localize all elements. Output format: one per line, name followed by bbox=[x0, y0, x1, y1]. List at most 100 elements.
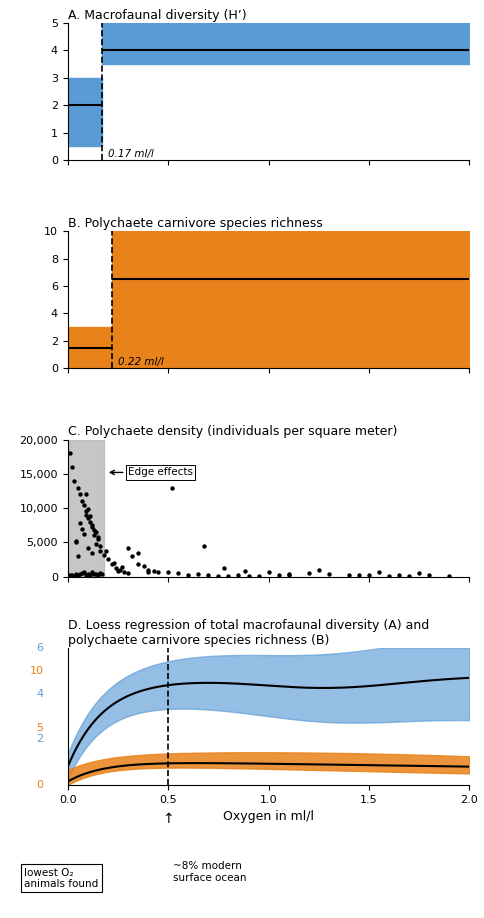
Point bbox=[92, 566, 100, 581]
Point bbox=[375, 565, 383, 580]
Point bbox=[86, 514, 94, 529]
Text: D. Loess regression of total macrofaunal diversity (A) and
polychaete carnivore : D. Loess regression of total macrofaunal… bbox=[68, 619, 429, 646]
Point bbox=[255, 568, 262, 583]
Text: 0.17 ml/l: 0.17 ml/l bbox=[108, 149, 154, 159]
Point bbox=[275, 567, 283, 582]
Point bbox=[74, 480, 82, 495]
Point bbox=[285, 566, 292, 581]
Point bbox=[92, 536, 100, 551]
Point bbox=[88, 518, 96, 532]
Point bbox=[134, 557, 142, 572]
Text: 4: 4 bbox=[36, 688, 44, 699]
Point bbox=[345, 568, 353, 583]
Point bbox=[82, 504, 90, 519]
Point bbox=[82, 568, 90, 583]
X-axis label: Oxygen in ml/l: Oxygen in ml/l bbox=[223, 811, 314, 823]
Text: 0: 0 bbox=[37, 780, 44, 789]
Point bbox=[90, 566, 98, 581]
Point bbox=[112, 561, 120, 576]
Point bbox=[415, 565, 423, 580]
Point bbox=[128, 549, 136, 564]
Point bbox=[94, 530, 102, 544]
Point bbox=[94, 567, 102, 582]
Point bbox=[70, 568, 77, 583]
Point bbox=[82, 508, 90, 522]
Point bbox=[88, 565, 96, 579]
Point bbox=[74, 549, 82, 564]
Point bbox=[225, 568, 232, 583]
Bar bbox=[68, 440, 104, 577]
Text: ↑: ↑ bbox=[162, 812, 174, 826]
Point bbox=[144, 565, 152, 580]
Text: 6: 6 bbox=[37, 643, 44, 653]
Point bbox=[200, 539, 208, 554]
Point bbox=[84, 541, 92, 555]
Point bbox=[96, 565, 104, 580]
Point bbox=[355, 567, 363, 582]
Point bbox=[385, 568, 393, 583]
Point bbox=[66, 446, 74, 461]
Point bbox=[72, 566, 80, 581]
Point bbox=[78, 494, 86, 509]
Text: C. Polychaete density (individuals per square meter): C. Polychaete density (individuals per s… bbox=[68, 425, 397, 439]
Point bbox=[120, 565, 128, 579]
Point bbox=[365, 567, 373, 582]
Text: B. Polychaete carnivore species richness: B. Polychaete carnivore species richness bbox=[68, 217, 322, 230]
Point bbox=[84, 502, 92, 517]
Text: 0.22 ml/l: 0.22 ml/l bbox=[118, 357, 164, 367]
Point bbox=[84, 511, 92, 526]
Point bbox=[124, 565, 132, 580]
Point bbox=[265, 565, 272, 580]
Point bbox=[86, 567, 94, 582]
Point bbox=[74, 567, 82, 582]
Point bbox=[78, 521, 86, 536]
Point bbox=[70, 474, 77, 488]
Point bbox=[86, 509, 94, 523]
Point bbox=[150, 564, 158, 578]
Text: 2: 2 bbox=[36, 734, 44, 744]
Point bbox=[94, 532, 102, 546]
Point bbox=[285, 568, 292, 583]
Point bbox=[66, 568, 74, 583]
Point bbox=[98, 566, 106, 581]
Text: ~8% modern
surface ocean: ~8% modern surface ocean bbox=[173, 861, 246, 883]
Point bbox=[395, 568, 403, 583]
Text: 5: 5 bbox=[37, 722, 44, 733]
Point bbox=[315, 563, 323, 577]
Point bbox=[72, 533, 80, 548]
Point bbox=[68, 460, 76, 475]
Point bbox=[195, 566, 202, 581]
Point bbox=[92, 525, 100, 540]
Point bbox=[102, 543, 110, 558]
Point bbox=[82, 487, 90, 502]
Point bbox=[144, 563, 152, 577]
Point bbox=[84, 566, 92, 581]
Point bbox=[80, 565, 88, 580]
Point bbox=[241, 564, 248, 578]
Point bbox=[325, 566, 333, 581]
Point bbox=[244, 568, 253, 583]
Point bbox=[116, 563, 124, 577]
Point bbox=[110, 555, 118, 570]
Point bbox=[104, 552, 112, 566]
Point bbox=[90, 528, 98, 543]
Text: A. Macrofaunal diversity (H’): A. Macrofaunal diversity (H’) bbox=[68, 9, 246, 22]
Point bbox=[114, 564, 122, 578]
Point bbox=[80, 498, 88, 512]
Point bbox=[445, 568, 453, 583]
Point bbox=[68, 567, 76, 582]
Point bbox=[305, 565, 313, 580]
Point bbox=[124, 541, 132, 555]
Point bbox=[96, 543, 104, 558]
Text: 10: 10 bbox=[30, 666, 44, 676]
Point bbox=[76, 487, 84, 502]
Point bbox=[406, 568, 413, 583]
Point bbox=[154, 565, 162, 580]
Point bbox=[90, 522, 98, 537]
Point bbox=[108, 557, 116, 572]
Point bbox=[221, 561, 228, 576]
Point bbox=[235, 568, 242, 583]
Point bbox=[425, 568, 433, 583]
Point bbox=[78, 565, 86, 580]
Point bbox=[96, 539, 104, 554]
